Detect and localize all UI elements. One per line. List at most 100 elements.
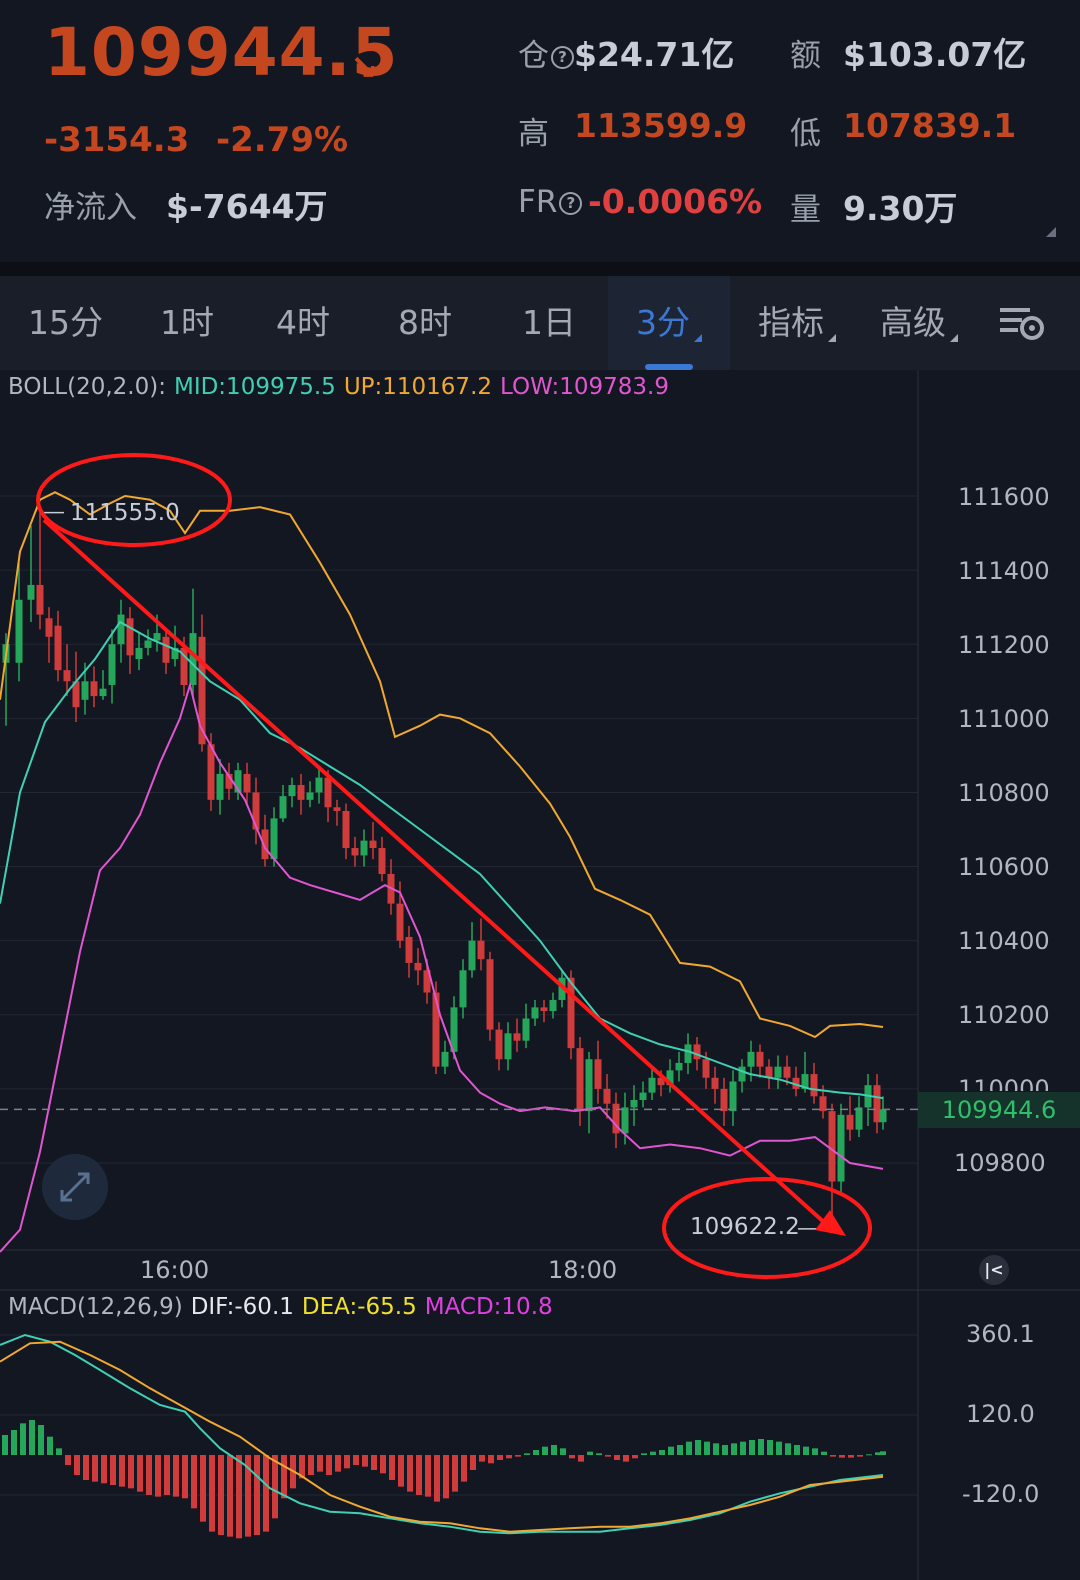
candle (801, 1074, 809, 1089)
macd-value: MACD:10.8 (424, 1294, 553, 1320)
help-icon[interactable]: ? (551, 46, 574, 69)
macd-bar (785, 1443, 791, 1455)
boll-lower-line (0, 681, 884, 1253)
volume-value: 9.30万 (843, 189, 958, 228)
macd-bar (110, 1455, 116, 1485)
tab-15m[interactable]: 15分 (28, 303, 103, 342)
price-axis-label: 110000 (958, 1075, 1050, 1091)
dropdown-icon (950, 334, 958, 342)
tab-1h[interactable]: 1时 (160, 303, 214, 342)
candle (504, 1033, 512, 1060)
candle (360, 840, 368, 856)
candle (414, 962, 422, 971)
candle (432, 992, 440, 1067)
candle (702, 1059, 710, 1078)
macd-bar (218, 1455, 224, 1535)
candle (63, 670, 71, 682)
candle (810, 1074, 818, 1097)
dropdown-icon (694, 334, 702, 342)
price-change-pct: -2.79% (216, 120, 349, 160)
volume-label: 量 (790, 192, 821, 228)
price-chart[interactable] (0, 370, 1080, 1580)
macd-bar (11, 1430, 17, 1455)
macd-bar (848, 1455, 854, 1458)
candle (468, 940, 476, 971)
macd-bar (29, 1420, 35, 1455)
candle (216, 773, 224, 800)
candle (81, 681, 89, 700)
down-arrow-icon: ↘ (350, 48, 379, 88)
tab-8h[interactable]: 8时 (398, 303, 452, 342)
tab-3m[interactable]: 3分 (608, 276, 730, 370)
candle (297, 785, 305, 800)
dropdown-icon (828, 334, 836, 342)
fr-label[interactable]: FR? (518, 184, 584, 220)
oi-label[interactable]: 仓? (518, 30, 576, 75)
ticker-header: 109944.5 ↘ -3154.3 -2.79% 净流入 $-7644万 仓?… (0, 0, 1080, 262)
candle (405, 936, 413, 963)
tab-advanced-label: 高级 (880, 303, 946, 342)
candle (423, 970, 431, 993)
candle (252, 792, 260, 830)
candle (351, 848, 359, 856)
candle (378, 848, 386, 874)
boll-legend[interactable]: BOLL(20,2.0): MID:109975.5 UP:110167.2 LOW:… (8, 374, 677, 400)
candle (720, 1088, 728, 1112)
macd-bar (236, 1455, 242, 1539)
candle (396, 903, 404, 941)
tab-indicators[interactable]: 指标 (758, 276, 836, 370)
candle (774, 1066, 782, 1078)
boll-up: UP:110167.2 (343, 374, 493, 400)
macd-bar (326, 1455, 332, 1475)
fullscreen-button[interactable] (42, 1154, 108, 1220)
candle (180, 647, 188, 685)
macd-bar (380, 1455, 386, 1474)
candle (324, 777, 332, 808)
macd-bar (308, 1455, 314, 1475)
macd-bar (191, 1455, 197, 1509)
macd-legend[interactable]: MACD(12,26,9) DIF:-60.1 DEA:-65.5 MACD:10.8 (8, 1294, 561, 1320)
macd-bar (47, 1436, 53, 1455)
tab-4h[interactable]: 4时 (276, 303, 330, 342)
candle (576, 1048, 584, 1112)
macd-bar (200, 1455, 206, 1522)
help-icon[interactable]: ? (559, 192, 583, 215)
trend-arrow-head (815, 1210, 846, 1236)
candle (72, 681, 80, 708)
expand-corner-icon[interactable] (1046, 227, 1056, 237)
scroll-to-latest-button[interactable]: |< (979, 1255, 1009, 1285)
macd-bar (641, 1453, 647, 1455)
price-axis-label: 110800 (958, 779, 1050, 807)
tab-advanced[interactable]: 高级 (880, 276, 958, 370)
candle (603, 1088, 611, 1104)
macd-bar (461, 1455, 467, 1482)
candle (243, 773, 251, 793)
macd-bar (281, 1455, 287, 1499)
net-inflow-label: 净流入 (44, 190, 137, 226)
macd-bar (803, 1446, 809, 1455)
tab-indicators-label: 指标 (758, 303, 824, 342)
macd-bar (677, 1445, 683, 1455)
candle (711, 1077, 719, 1089)
macd-bar (839, 1455, 845, 1458)
macd-bar (578, 1455, 584, 1462)
macd-bar (443, 1455, 449, 1499)
tab-1d[interactable]: 1日 (522, 303, 576, 342)
chart-settings-icon[interactable] (1000, 304, 1048, 346)
macd-dea-line (0, 1340, 884, 1533)
time-axis-label: 18:00 (548, 1256, 618, 1284)
price-axis-label: 110400 (958, 927, 1050, 955)
macd-bar (371, 1455, 377, 1470)
candle (675, 1062, 683, 1071)
macd-bar (155, 1455, 161, 1497)
macd-bar (614, 1455, 620, 1460)
tab-3m-label: 3分 (636, 303, 690, 342)
funding-rate-value: -0.0006% (588, 182, 763, 221)
macd-dea: DEA:-65.5 (301, 1294, 417, 1320)
macd-bar (632, 1455, 638, 1459)
macd-bar (497, 1455, 503, 1460)
macd-bar (83, 1455, 89, 1480)
macd-axis-label: 120.0 (966, 1400, 1035, 1428)
macd-bar (209, 1455, 215, 1532)
macd-bar (488, 1455, 494, 1464)
